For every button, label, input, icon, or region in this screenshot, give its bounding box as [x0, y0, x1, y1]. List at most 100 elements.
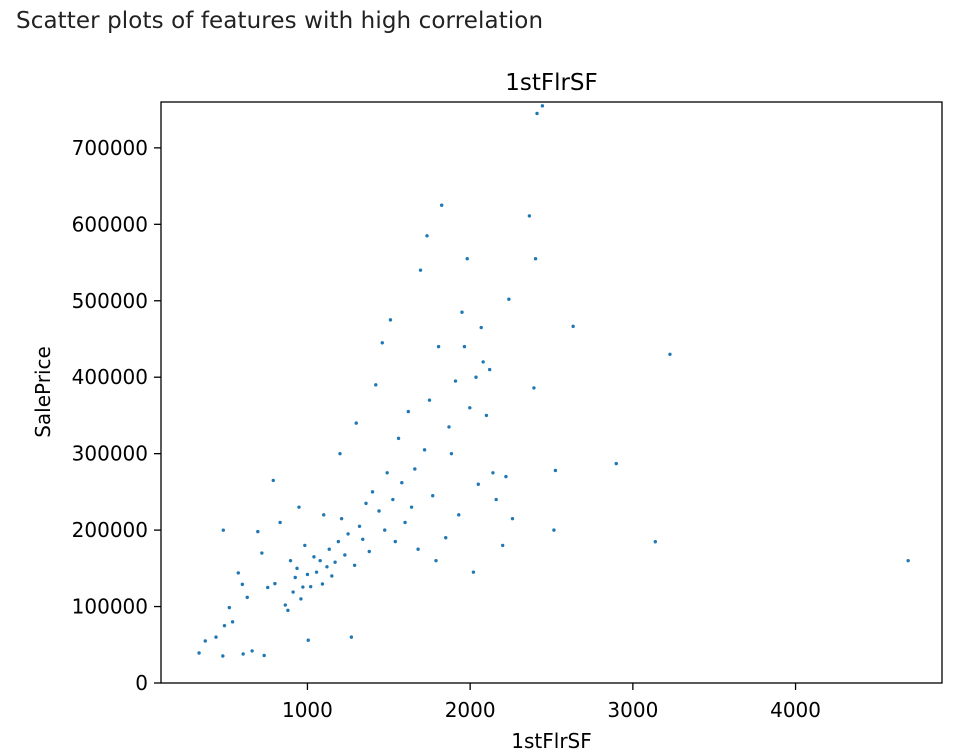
data-point	[303, 543, 307, 548]
x-axis-label: 1stFlrSF	[511, 729, 591, 753]
data-point	[552, 528, 556, 532]
data-point	[614, 461, 618, 466]
x-tick-label: 2000	[445, 698, 496, 722]
data-point	[383, 528, 387, 532]
data-point	[333, 560, 337, 564]
data-point	[510, 516, 515, 521]
data-point	[479, 325, 483, 330]
data-point	[468, 406, 472, 410]
data-point	[278, 520, 282, 525]
data-point	[256, 529, 260, 534]
data-point	[227, 605, 232, 610]
data-point	[413, 467, 417, 471]
data-point	[336, 539, 341, 544]
data-point	[288, 558, 293, 563]
data-point	[444, 536, 448, 540]
data-point	[374, 383, 378, 387]
data-point	[352, 563, 357, 567]
data-point	[241, 652, 245, 656]
y-tick-label: 300000	[72, 442, 148, 466]
data-point	[266, 585, 270, 590]
data-point	[453, 379, 458, 383]
x-tick-label: 3000	[607, 698, 658, 722]
data-point	[906, 558, 910, 563]
data-point	[500, 543, 505, 548]
data-point	[422, 448, 427, 452]
data-point	[409, 505, 414, 509]
data-point	[330, 574, 334, 578]
data-point	[250, 649, 254, 653]
chart-title: 1stFlrSF	[505, 70, 598, 96]
data-point	[571, 324, 575, 329]
y-tick-label: 200000	[72, 518, 148, 542]
y-axis: 0 100000 200000 300000 400000 500000 600000 700…	[72, 136, 161, 695]
data-point	[400, 481, 404, 485]
data-point	[416, 547, 420, 551]
data-point	[474, 375, 478, 379]
data-point	[346, 532, 350, 536]
data-point	[230, 620, 235, 624]
data-point	[425, 234, 429, 238]
data-point	[273, 581, 277, 586]
data-point	[377, 509, 381, 513]
data-point	[403, 520, 407, 525]
data-point	[301, 585, 305, 589]
data-point	[354, 421, 358, 425]
data-point	[449, 451, 454, 456]
data-point	[457, 513, 461, 517]
data-point	[357, 524, 362, 528]
data-point	[203, 639, 207, 643]
data-point	[240, 582, 245, 587]
y-tick-label: 500000	[72, 289, 148, 313]
data-point	[364, 501, 368, 506]
data-point	[327, 547, 331, 551]
y-tick-label: 100000	[72, 595, 148, 619]
data-point	[393, 539, 397, 544]
data-point	[318, 558, 322, 563]
data-point	[260, 551, 264, 555]
data-point	[245, 595, 249, 600]
data-point	[653, 540, 658, 544]
data-point	[367, 549, 371, 554]
data-point	[553, 468, 558, 473]
data-point	[436, 344, 441, 349]
data-point	[322, 513, 326, 517]
data-point	[295, 566, 299, 571]
data-point	[299, 597, 303, 601]
data-point	[305, 572, 310, 577]
data-point	[527, 214, 532, 218]
data-point	[504, 474, 508, 479]
x-tick-label: 4000	[770, 698, 821, 722]
data-point	[391, 497, 395, 502]
data-point	[418, 268, 423, 272]
data-point	[312, 555, 316, 559]
data-point	[338, 451, 342, 456]
points-layer	[197, 104, 910, 658]
data-point	[291, 590, 295, 594]
data-point	[427, 398, 432, 402]
data-point	[283, 603, 288, 607]
y-tick-label: 0	[135, 671, 148, 695]
data-point	[262, 653, 266, 658]
data-point	[396, 436, 401, 441]
data-point	[460, 310, 464, 314]
data-point	[491, 471, 495, 475]
x-tick-label: 1000	[282, 698, 333, 722]
data-point	[380, 341, 384, 345]
data-point	[434, 558, 438, 563]
data-point	[447, 425, 451, 429]
data-point	[361, 537, 365, 541]
data-point	[406, 409, 411, 414]
data-point	[494, 497, 498, 502]
data-point	[325, 565, 329, 569]
data-point	[462, 344, 467, 349]
data-point	[487, 367, 492, 372]
data-point	[222, 623, 227, 628]
x-axis: 1000 2000 3000 4000	[282, 683, 821, 722]
y-tick-label: 400000	[72, 365, 148, 389]
data-point	[339, 516, 344, 521]
page-heading: Scatter plots of features with high corr…	[16, 8, 544, 34]
data-point	[532, 386, 536, 390]
data-point	[533, 257, 538, 261]
